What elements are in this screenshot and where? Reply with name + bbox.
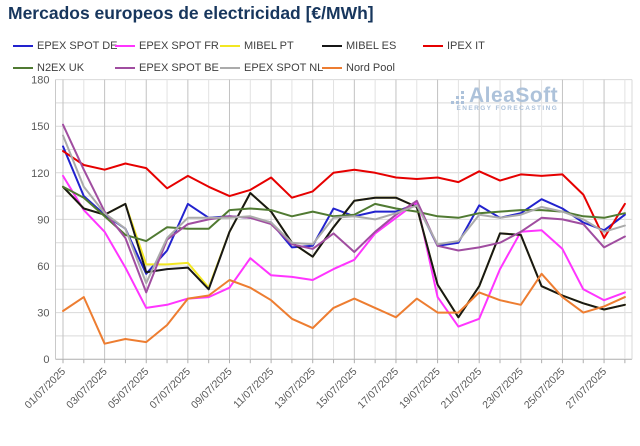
y-tick-label: 60 bbox=[37, 261, 49, 273]
legend-swatch-epex-spot-fr bbox=[115, 44, 135, 48]
x-tick-label: 11/07/2025 bbox=[231, 366, 276, 411]
legend-item-epex-spot-fr: EPEX SPOT FR bbox=[115, 39, 219, 53]
legend-label-epex-spot-nl: EPEX SPOT NL bbox=[244, 62, 324, 74]
series-line-epex-spot-be bbox=[62, 123, 626, 294]
legend-item-epex-spot-nl: EPEX SPOT NL bbox=[220, 61, 323, 75]
legend-label-mibel-es: MIBEL ES bbox=[346, 40, 397, 52]
chart-title: Mercados europeos de electricidad [€/MWh… bbox=[8, 3, 374, 23]
y-tick-label: 120 bbox=[31, 168, 49, 180]
legend-item-nord-pool: Nord Pool bbox=[322, 61, 395, 75]
y-tick-label: 180 bbox=[31, 75, 49, 87]
legend-swatch-mibel-es bbox=[322, 44, 342, 48]
x-tick-label: 15/07/2025 bbox=[314, 366, 360, 412]
series-line-mibel-es bbox=[62, 185, 626, 319]
y-tick-label: 150 bbox=[31, 121, 49, 133]
legend-label-nord-pool: Nord Pool bbox=[346, 62, 395, 74]
legend-label-mibel-pt: MIBEL PT bbox=[244, 40, 294, 52]
legend-swatch-epex-spot-be bbox=[115, 66, 135, 70]
series-line-nord-pool bbox=[62, 272, 626, 345]
legend-swatch-mibel-pt bbox=[220, 44, 240, 48]
legend-label-epex-spot-de: EPEX SPOT DE bbox=[37, 40, 118, 52]
legend-item-mibel-es: MIBEL ES bbox=[322, 39, 396, 53]
legend-swatch-nord-pool bbox=[322, 66, 342, 70]
y-tick-label: 30 bbox=[37, 308, 49, 320]
x-tick-label: 07/07/2025 bbox=[147, 366, 193, 412]
x-tick-label: 05/07/2025 bbox=[106, 366, 152, 412]
legend-item-mibel-pt: MIBEL PT bbox=[220, 39, 294, 53]
legend-label-n2ex-uk: N2EX UK bbox=[37, 62, 85, 74]
legend-item-epex-spot-be: EPEX SPOT BE bbox=[115, 61, 219, 75]
x-tick-label: 21/07/2025 bbox=[439, 366, 485, 412]
legend-label-epex-spot-be: EPEX SPOT BE bbox=[139, 62, 219, 74]
x-tick-label: 17/07/2025 bbox=[355, 366, 401, 412]
aleasoft-brand-text: AleaSoft bbox=[469, 84, 559, 107]
legend-label-epex-spot-fr: EPEX SPOT FR bbox=[139, 40, 219, 52]
x-tick-label: 27/07/2025 bbox=[564, 366, 610, 412]
legend-swatch-n2ex-uk bbox=[13, 66, 33, 70]
series-line-epex-spot-nl bbox=[62, 134, 626, 285]
y-tick-label: 90 bbox=[37, 214, 49, 226]
series-line-ipex-it bbox=[62, 150, 626, 239]
legend-swatch-epex-spot-nl bbox=[220, 66, 240, 70]
legend-swatch-ipex-it bbox=[423, 44, 443, 48]
aleasoft-tagline: ENERGY FORECASTING bbox=[456, 105, 559, 112]
aleasoft-logo-icon bbox=[451, 91, 464, 104]
x-tick-label: 13/07/2025 bbox=[272, 366, 318, 412]
x-tick-label: 03/07/2025 bbox=[64, 366, 110, 412]
legend-swatch-epex-spot-de bbox=[13, 44, 33, 48]
x-tick-label: 23/07/2025 bbox=[480, 366, 526, 412]
x-tick-label: 09/07/2025 bbox=[189, 366, 235, 412]
legend-item-n2ex-uk: N2EX UK bbox=[13, 61, 84, 75]
legend-item-ipex-it: IPEX IT bbox=[423, 39, 485, 53]
x-tick-label: 01/07/2025 bbox=[22, 366, 68, 412]
legend-item-epex-spot-de: EPEX SPOT DE bbox=[13, 39, 118, 53]
x-tick-label: 25/07/2025 bbox=[522, 366, 568, 412]
legend-label-ipex-it: IPEX IT bbox=[447, 40, 485, 52]
x-tick-label: 19/07/2025 bbox=[397, 366, 443, 412]
aleasoft-watermark: AleaSoft ENERGY FORECASTING bbox=[451, 84, 559, 112]
y-tick-label: 0 bbox=[43, 354, 49, 366]
series-line-epex-spot-fr bbox=[62, 174, 626, 328]
